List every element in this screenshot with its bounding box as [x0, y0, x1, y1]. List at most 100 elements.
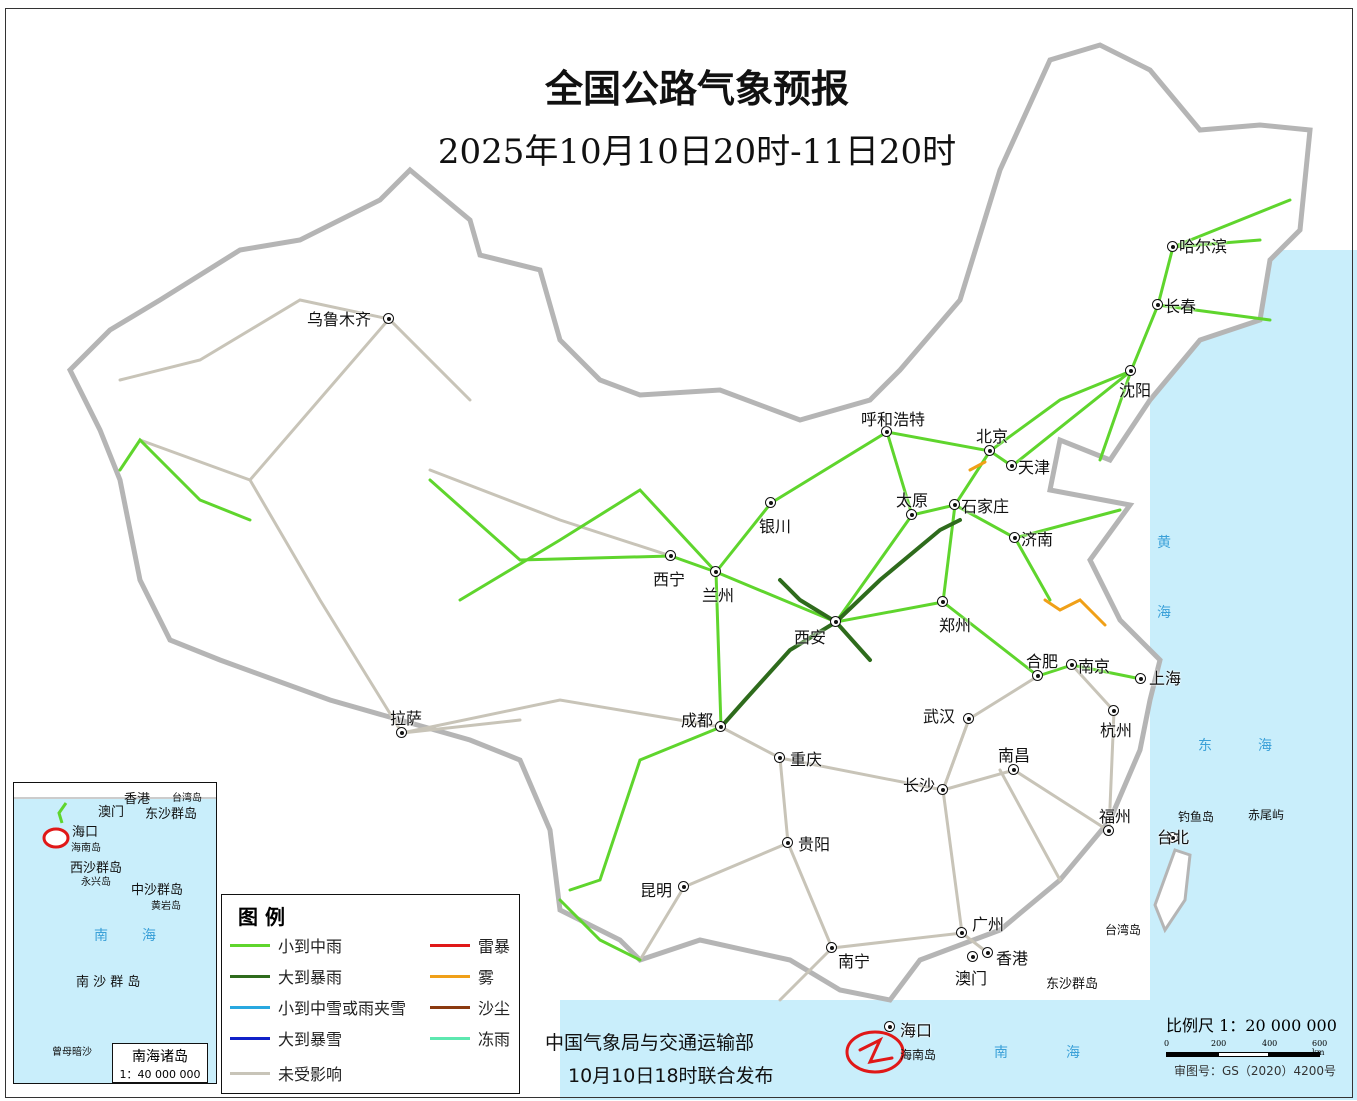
- road-segment: [998, 768, 1062, 882]
- city-label: 北京: [976, 427, 1009, 446]
- city-marker: [1006, 460, 1017, 471]
- city-marker: [678, 881, 689, 892]
- legend-swatch: [430, 943, 470, 947]
- publish-time: 10月10日18时联合发布: [568, 1065, 774, 1087]
- legend-item: 雾: [430, 964, 494, 988]
- inset-label: 海口: [72, 825, 99, 840]
- legend-label: 冻雨: [478, 1030, 511, 1049]
- legend-item: 沙尘: [430, 995, 510, 1019]
- road-segment: [719, 620, 838, 729]
- unaffected-roads: [118, 298, 1116, 1002]
- city-label: 石家庄: [961, 497, 1010, 516]
- city-label: 拉萨: [390, 709, 423, 728]
- city-label: 台北: [1157, 828, 1190, 847]
- city-marker: [830, 616, 841, 627]
- city-marker: [949, 499, 960, 510]
- legend-swatch: [230, 943, 270, 947]
- road-segment: [458, 488, 718, 602]
- map-subtitle: 2025年10月10日20时-11日20时: [437, 132, 957, 172]
- place-label: 台湾岛: [1105, 923, 1142, 937]
- city-label: 成都: [681, 711, 714, 730]
- sea-label: 南: [994, 1045, 1008, 1061]
- city-marker: [1152, 299, 1163, 310]
- city-marker: [906, 509, 917, 520]
- city-marker: [1167, 241, 1178, 252]
- city-marker: [937, 784, 948, 795]
- sea-label: 海: [1066, 1045, 1080, 1061]
- legend-swatch: [230, 1036, 270, 1040]
- city-marker: [826, 942, 837, 953]
- city-marker: [1009, 532, 1020, 543]
- place-label: 赤尾屿: [1248, 808, 1285, 822]
- legend-item: 冻雨: [430, 1026, 510, 1050]
- city-label: 太原: [896, 491, 929, 510]
- taiwan-island: [1153, 848, 1192, 934]
- inset-sea-label: 海: [142, 928, 156, 944]
- road-segment: [941, 600, 1143, 681]
- publisher: 中国气象局与交通运输部: [545, 1032, 755, 1054]
- inset-label: 海南岛: [71, 843, 101, 854]
- place-label: 钓鱼岛: [1178, 810, 1215, 824]
- legend-item: 小到中雨: [230, 933, 342, 957]
- road-segment: [1013, 536, 1052, 602]
- city-label: 兰州: [702, 586, 735, 605]
- road-segment: [568, 725, 723, 892]
- city-marker: [1066, 659, 1077, 670]
- city-marker: [1135, 673, 1146, 684]
- city-marker: [1125, 365, 1136, 376]
- inset-label: 中沙群岛: [131, 883, 184, 898]
- inset-caption: 南海诸岛 1：40 000 000: [112, 1043, 208, 1083]
- legend-item: 雷暴: [430, 933, 510, 957]
- place-label: 东沙群岛: [1046, 977, 1099, 992]
- city-label: 济南: [1021, 530, 1054, 549]
- city-label: 郑州: [939, 616, 972, 635]
- city-label: 武汉: [923, 707, 956, 726]
- china-outline: [66, 42, 1313, 1003]
- sea-label: 黄: [1157, 535, 1171, 551]
- city-marker: [396, 727, 407, 738]
- road-segment: [428, 478, 945, 624]
- legend-item: 大到暴雨: [230, 964, 342, 988]
- sea-label: 海: [1258, 738, 1272, 754]
- city-label: 南昌: [998, 746, 1031, 765]
- city-marker: [1167, 832, 1178, 843]
- legend-title: 图 例: [238, 905, 285, 929]
- scale-tick: 0: [1164, 1039, 1170, 1048]
- legend-label: 小到中雨: [278, 937, 343, 956]
- legend-label: 雷暴: [478, 937, 511, 956]
- scale-tick: 400: [1262, 1039, 1278, 1048]
- city-label: 杭州: [1100, 721, 1133, 740]
- city-marker: [982, 947, 993, 958]
- city-label: 长春: [1164, 297, 1197, 316]
- city-label: 澳门: [955, 969, 988, 988]
- inset-label: 黄岩岛: [151, 901, 181, 912]
- scale-tick: 200: [1211, 1039, 1227, 1048]
- road-segment: [400, 698, 723, 735]
- city-label: 香港: [996, 949, 1029, 968]
- fog-road: [968, 460, 987, 472]
- city-marker: [715, 721, 726, 732]
- south-china-sea-inset: 香港 台湾岛 澳门 东沙群岛 海口 海南岛 西沙群岛 永兴岛 中沙群岛 黄岩岛 …: [13, 782, 217, 1084]
- east-sea-area: [1150, 250, 1357, 1100]
- road-segment: [778, 578, 838, 624]
- inset-label: 西沙群岛: [70, 861, 123, 876]
- city-label: 上海: [1149, 669, 1182, 688]
- road-segment: [1156, 303, 1272, 322]
- city-marker: [1008, 764, 1019, 775]
- map-title: 全国公路气象预报: [544, 66, 849, 111]
- inset-label: 台湾岛: [172, 793, 202, 804]
- legend-item: 大到暴雪: [230, 1026, 342, 1050]
- road-segment: [834, 620, 872, 662]
- city-label: 南京: [1078, 657, 1111, 676]
- city-label: 西宁: [653, 570, 686, 589]
- sea-label: 东: [1198, 738, 1212, 754]
- city-label: 长沙: [903, 776, 936, 795]
- city-marker: [967, 951, 978, 962]
- inset-sea-label: 南: [94, 928, 108, 944]
- road-segment: [988, 369, 1133, 453]
- city-marker: [1103, 825, 1114, 836]
- legend: 图 例 小到中雨 大到暴雨 小到中雪或雨夹雪 大到暴雪 未受影响 雷暴雾沙尘 冻雨: [221, 894, 520, 1094]
- city-marker: [782, 837, 793, 848]
- legend-swatch: [430, 1005, 470, 1009]
